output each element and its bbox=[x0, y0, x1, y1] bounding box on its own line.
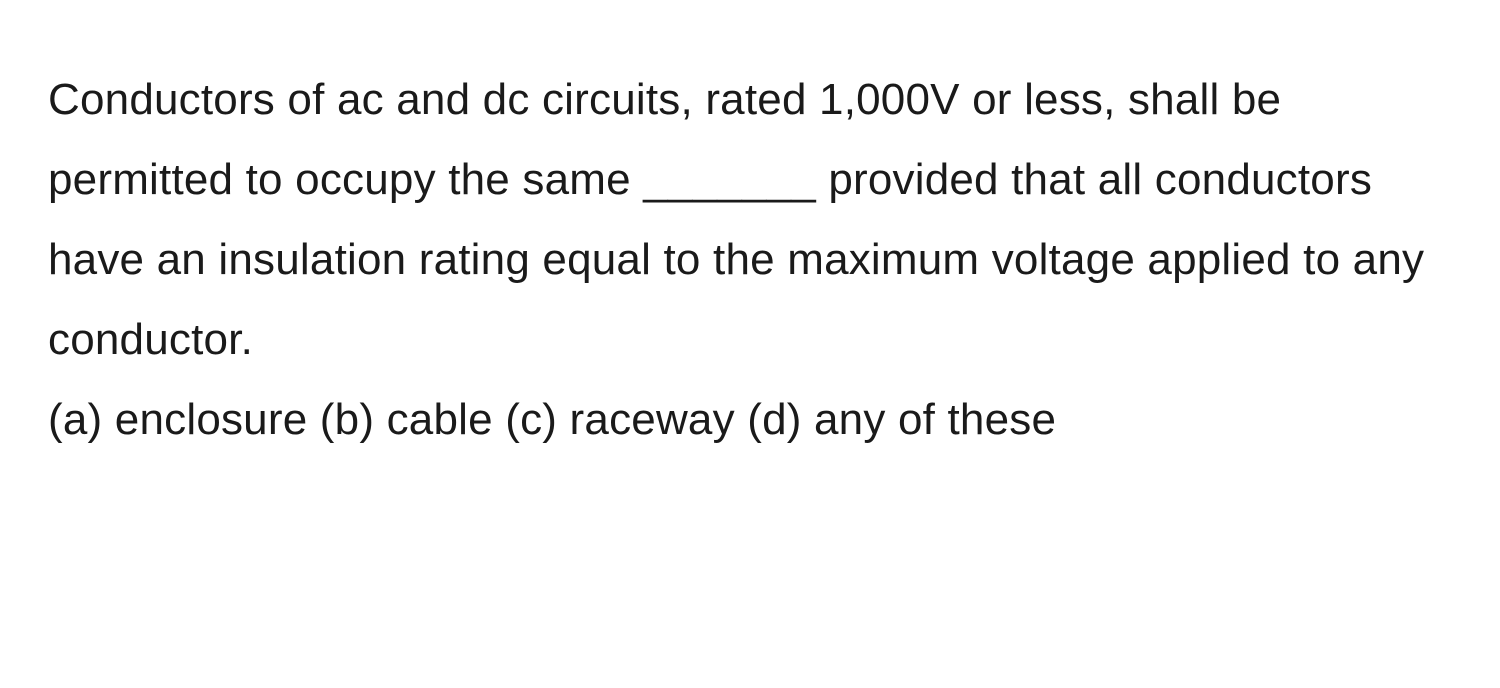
question-options: (a) enclosure (b) cable (c) raceway (d) … bbox=[48, 380, 1452, 460]
question-stem: Conductors of ac and dc circuits, rated … bbox=[48, 60, 1452, 380]
